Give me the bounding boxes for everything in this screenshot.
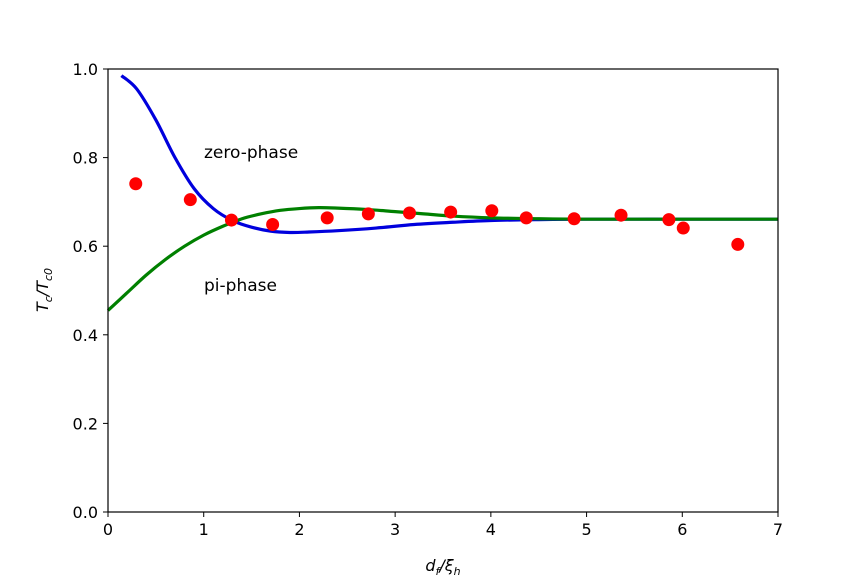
y-axis-label: Tc/Tc0 <box>33 268 55 312</box>
data-point <box>444 205 458 219</box>
y-tick-label: 1.0 <box>73 60 98 79</box>
x-tick-label: 5 <box>581 520 591 539</box>
x-tick-label: 3 <box>390 520 400 539</box>
y-tick-label: 0.4 <box>73 326 98 345</box>
x-tick-label: 2 <box>294 520 304 539</box>
x-axis-label: df/ξh <box>425 556 460 576</box>
x-tick-label: 4 <box>486 520 496 539</box>
data-point <box>519 211 533 225</box>
data-point <box>662 213 676 227</box>
data-point <box>567 212 581 226</box>
axis-ticks: 0 1 2 3 4 5 6 7 0.0 0.2 0.4 0.6 0.8 1.0 <box>73 60 784 539</box>
annotation-zero-phase: zero-phase <box>204 143 298 163</box>
plot-frame <box>107 68 779 513</box>
y-tick-label: 0.2 <box>73 414 98 433</box>
plot-area <box>106 74 778 312</box>
data-point <box>320 211 334 225</box>
data-point <box>224 213 238 227</box>
y-tick-label: 0.6 <box>73 237 98 256</box>
y-tick-label: 0.8 <box>73 149 98 168</box>
data-point <box>129 177 143 191</box>
data-point <box>614 208 628 222</box>
data-point <box>731 237 745 251</box>
x-tick-label: 7 <box>773 520 783 539</box>
x-tick-label: 6 <box>677 520 687 539</box>
data-point <box>361 207 375 221</box>
data-point <box>485 204 499 218</box>
x-tick-label: 0 <box>103 520 113 539</box>
y-tick-label: 0.0 <box>73 503 98 522</box>
series-line-1 <box>106 206 778 312</box>
data-point <box>403 206 416 220</box>
data-point <box>266 217 280 231</box>
x-tick-label: 1 <box>199 520 209 539</box>
data-point <box>183 193 197 207</box>
annotation-pi-phase: pi-phase <box>204 276 277 296</box>
data-point <box>676 221 690 235</box>
